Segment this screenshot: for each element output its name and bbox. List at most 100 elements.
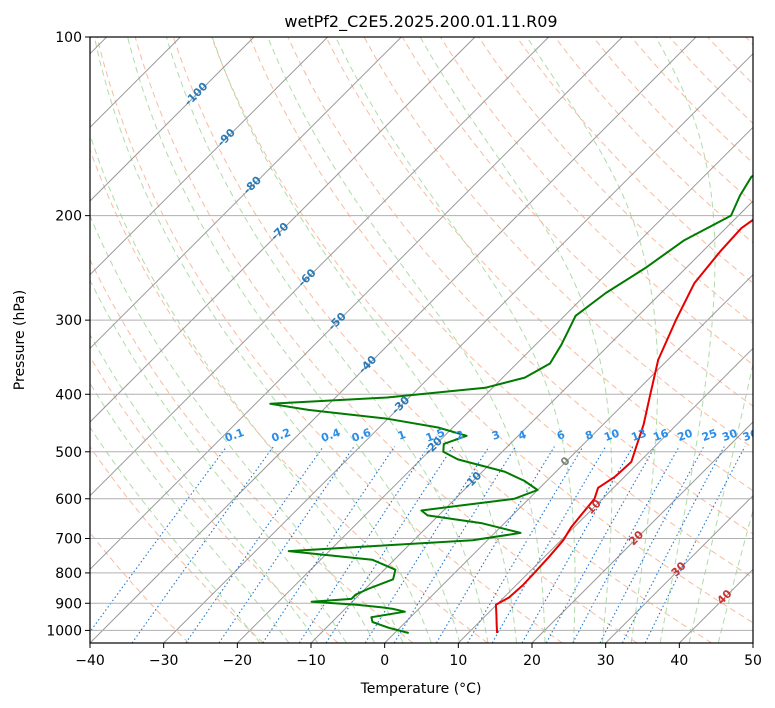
moist-adiabat — [211, 37, 517, 643]
mixing-ratio-label: 25 — [700, 427, 719, 444]
moist-adiabat — [165, 37, 489, 643]
mixing-ratio-label: 8 — [583, 428, 595, 443]
mixing-ratio-label: 0.4 — [319, 426, 342, 445]
profile-lines — [269, 174, 753, 634]
isotherm-line — [457, 347, 753, 643]
dry-adiabat — [172, 37, 712, 643]
x-tick-label: −10 — [296, 653, 326, 669]
mixing-ratio-label: 30 — [720, 427, 739, 445]
x-tick-label: 50 — [744, 653, 762, 669]
mixing-ratio-line — [467, 446, 584, 643]
moist-adiabat — [90, 214, 376, 643]
x-tick-label: 0 — [380, 653, 389, 669]
mixing-ratio-line — [90, 446, 228, 633]
y-tick-label: 800 — [55, 566, 82, 582]
x-tick-label: 30 — [597, 653, 615, 669]
mixing-ratio-label: 1.5 — [424, 426, 447, 445]
dry-adiabat — [249, 37, 753, 579]
dry-adiabat — [90, 258, 414, 643]
moist-adiabat — [90, 382, 290, 643]
mixing-ratio-line — [644, 446, 746, 643]
isotherm-line — [605, 494, 753, 643]
mixing-ratio-label: 3 — [490, 428, 502, 443]
dry-adiabat — [516, 37, 753, 284]
moist-adiabat — [655, 37, 716, 643]
mixing-ratio-line — [364, 446, 490, 643]
mixing-ratio-line — [262, 446, 396, 643]
dry-adiabat — [211, 37, 753, 624]
x-tick-label: 10 — [449, 653, 467, 669]
moist-adiabat — [93, 37, 432, 643]
x-tick-label: −30 — [149, 653, 179, 669]
isotherm-line — [90, 37, 255, 202]
x-axis: −40 −30 −20 −10 0 10 20 30 40 50 — [75, 643, 762, 669]
y-tick-label: 500 — [55, 445, 82, 461]
x-tick-label: −20 — [223, 653, 253, 669]
x-axis-label: Temperature (°C) — [360, 681, 482, 697]
mixing-ratio-label: 13 — [630, 427, 649, 444]
isotherm-line — [90, 37, 550, 497]
mixing-ratio-label: 6 — [555, 428, 567, 443]
background-lines — [90, 37, 753, 643]
mixing-ratio-line — [435, 446, 555, 643]
moist-adiabat — [688, 361, 753, 643]
mixing-ratio-label: 16 — [651, 427, 670, 445]
mixing-ratio-label: 20 — [676, 427, 695, 445]
y-axis: 1000 900 800 700 600 500 400 300 200 100 — [46, 30, 90, 639]
dewpoint-profile — [269, 174, 753, 634]
mixing-ratio-line — [298, 446, 429, 643]
y-tick-label: 600 — [55, 492, 82, 508]
mixing-ratio-label: 0.1 — [223, 426, 246, 445]
moist-adiabat — [267, 37, 546, 643]
x-tick-label: 40 — [670, 653, 688, 669]
temperature-profile — [494, 218, 753, 634]
y-tick-label: 400 — [55, 387, 82, 403]
mixing-ratio-label: 36 — [741, 427, 760, 445]
mixing-ratio-line — [393, 446, 517, 643]
y-tick-label: 900 — [55, 596, 82, 612]
isotherm-line — [90, 37, 697, 643]
moist-adiabat — [90, 133, 404, 643]
isotherm-line — [384, 273, 753, 643]
y-tick-label: 300 — [55, 313, 82, 329]
isotherm-line — [236, 126, 753, 643]
x-tick-label: −40 — [75, 653, 105, 669]
isotherm-line — [310, 200, 753, 643]
moist-adiabat — [419, 37, 613, 643]
dry-adiabat — [90, 355, 339, 643]
moist-adiabat — [526, 37, 659, 643]
chart-title: wetPf2_C2E5.2025.200.01.11.R09 — [284, 12, 557, 32]
moist-adiabat — [90, 426, 261, 643]
isotherm-line — [163, 52, 753, 643]
mixing-ratio-line — [325, 446, 454, 643]
isotherm-line — [531, 421, 753, 643]
pressure-grid — [90, 37, 753, 631]
isotherm-line — [90, 37, 476, 423]
dry-adiabat — [325, 37, 753, 492]
mixing-ratio-label: 1 — [396, 428, 408, 443]
mixing-ratio-label: 2 — [454, 428, 466, 443]
mixing-ratio-line — [545, 446, 656, 643]
x-tick-label: 20 — [523, 653, 541, 669]
dry-adiabat — [287, 37, 753, 535]
y-tick-label: 100 — [55, 30, 82, 46]
mixing-ratio-label: 0.6 — [350, 426, 373, 445]
mixing-ratio-line — [185, 446, 324, 643]
y-tick-label: 700 — [55, 532, 82, 548]
moist-adiabat — [90, 333, 319, 643]
moist-adiabat — [127, 37, 461, 643]
moist-adiabat — [335, 37, 576, 643]
isotherm-line — [90, 37, 623, 571]
y-axis-label: Pressure (hPa) — [12, 290, 28, 390]
y-tick-label: 200 — [55, 209, 82, 225]
mixing-ratio-label: 4 — [516, 428, 528, 443]
mixing-ratio-label: 0.2 — [270, 426, 293, 445]
mixing-ratio-label: 10 — [602, 427, 621, 445]
mixing-ratio-line — [218, 446, 355, 643]
plot-frame — [89, 36, 754, 644]
moist-adiabat — [717, 508, 753, 643]
isotherm-line — [90, 37, 329, 276]
y-tick-label: 1000 — [46, 623, 82, 639]
